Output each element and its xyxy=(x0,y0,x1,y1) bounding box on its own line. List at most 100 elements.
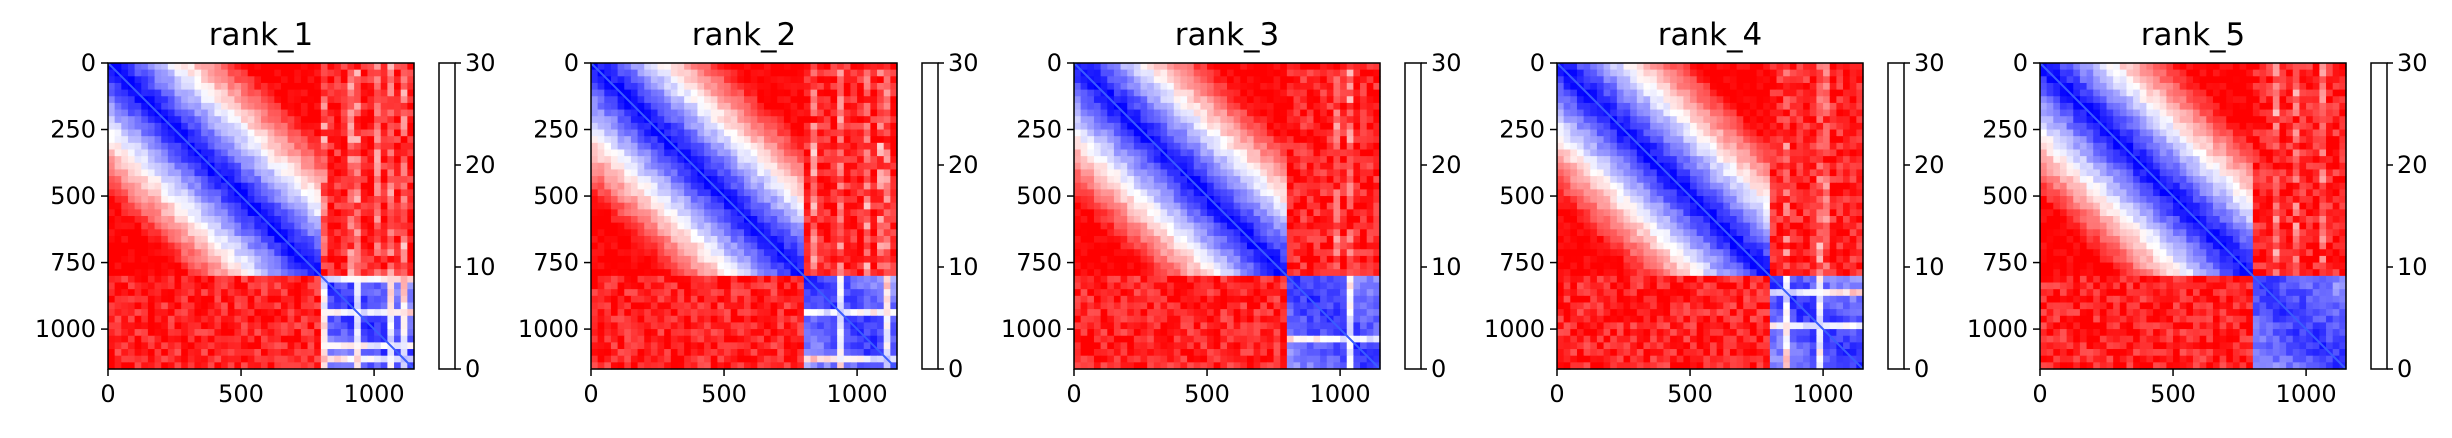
heatmap-cell xyxy=(181,96,189,104)
heatmap-cell xyxy=(334,182,342,190)
heatmap-cell xyxy=(1227,102,1235,111)
heatmap-cell xyxy=(843,242,852,250)
heatmap-cell xyxy=(704,162,712,171)
heatmap-cell xyxy=(690,209,699,217)
heatmap-cell xyxy=(187,295,196,304)
heatmap-cell xyxy=(690,169,699,177)
heatmap-cell xyxy=(380,176,388,184)
heatmap-cell xyxy=(1160,142,1168,151)
heatmap-cell xyxy=(387,142,395,151)
heatmap-cell xyxy=(850,295,858,304)
heatmap-cell xyxy=(1280,109,1288,117)
heatmap-cell xyxy=(300,216,309,224)
heatmap-cell xyxy=(684,209,692,217)
heatmap-cell xyxy=(314,229,322,237)
heatmap-cell xyxy=(597,315,605,324)
heatmap-cell xyxy=(267,116,275,124)
heatmap-cell xyxy=(241,229,249,237)
heatmap-cell xyxy=(763,182,772,190)
heatmap-cell xyxy=(823,122,832,131)
heatmap-cell xyxy=(637,162,645,171)
heatmap-cell xyxy=(241,329,249,337)
heatmap-cell xyxy=(610,282,619,290)
heatmap-cell xyxy=(1313,69,1321,77)
heatmap-cell xyxy=(610,342,619,350)
heatmap-cell xyxy=(1353,142,1361,151)
heatmap-cell xyxy=(334,322,342,330)
heatmap-cell xyxy=(783,116,792,124)
heatmap-cell xyxy=(1173,69,1182,77)
heatmap-cell xyxy=(380,69,388,77)
heatmap-cell xyxy=(147,82,156,91)
heatmap-cell xyxy=(1227,76,1235,84)
colorbar-tick-label: 0 xyxy=(465,355,480,383)
heatmap-cell xyxy=(870,335,878,343)
heatmap-cell xyxy=(677,76,685,84)
heatmap-cell xyxy=(670,249,679,257)
heatmap-cell xyxy=(604,216,612,224)
heatmap-cell xyxy=(127,196,136,204)
heatmap-cell xyxy=(810,275,818,284)
heatmap-cell xyxy=(803,342,812,350)
heatmap-cell xyxy=(261,176,269,184)
heatmap-cell xyxy=(320,229,329,237)
heatmap-cell xyxy=(1087,96,1095,104)
heatmap-cell xyxy=(167,275,176,284)
heatmap-cell xyxy=(704,295,712,304)
heatmap-cell xyxy=(114,322,122,330)
heatmap-cell xyxy=(777,142,785,151)
heatmap-cell xyxy=(637,63,645,71)
heatmap-cell xyxy=(883,96,891,104)
heatmap-cell xyxy=(287,229,295,237)
heatmap-cell xyxy=(1173,142,1182,151)
heatmap-cell xyxy=(108,196,116,204)
heatmap-cell xyxy=(201,82,209,91)
heatmap-cell xyxy=(690,82,699,91)
heatmap-cell xyxy=(147,295,156,304)
heatmap-cell xyxy=(367,355,375,363)
heatmap-cell xyxy=(797,315,805,324)
heatmap-cell xyxy=(830,89,838,97)
heatmap-cell xyxy=(1213,82,1221,91)
heatmap-cell xyxy=(227,255,235,264)
heatmap-cell xyxy=(267,102,275,111)
heatmap-cell xyxy=(181,169,189,177)
heatmap-cell xyxy=(1213,69,1221,77)
heatmap-cell xyxy=(241,342,249,350)
heatmap-cell xyxy=(360,96,369,104)
heatmap-cell xyxy=(604,156,612,164)
heatmap-cell xyxy=(737,96,745,104)
heatmap-cell xyxy=(194,262,202,270)
heatmap-cell xyxy=(757,122,765,131)
heatmap-cell xyxy=(294,349,302,357)
heatmap-cell xyxy=(737,289,745,297)
heatmap-cell xyxy=(650,136,659,144)
heatmap-cell xyxy=(1293,129,1301,137)
heatmap-cell xyxy=(1306,116,1315,124)
heatmap-cell xyxy=(717,329,725,337)
heatmap-cell xyxy=(617,169,625,177)
heatmap-cell xyxy=(294,69,302,77)
heatmap-cell xyxy=(797,176,805,184)
heatmap-cell xyxy=(750,169,758,177)
heatmap-cell xyxy=(207,189,216,197)
heatmap-cell xyxy=(797,142,805,151)
heatmap-cell xyxy=(830,109,838,117)
heatmap-cell xyxy=(797,169,805,177)
heatmap-cell xyxy=(314,255,322,264)
heatmap-cell xyxy=(823,222,832,230)
heatmap-cell xyxy=(1360,156,1368,164)
heatmap-cell xyxy=(394,275,402,284)
heatmap-cell xyxy=(1167,63,1175,71)
heatmap-cell xyxy=(1373,69,1381,77)
heatmap-cell xyxy=(1313,63,1321,71)
heatmap-cell xyxy=(1180,82,1188,91)
heatmap-cell xyxy=(154,229,162,237)
heatmap-cell xyxy=(650,129,659,137)
heatmap-cell xyxy=(280,129,289,137)
heatmap-cell xyxy=(221,69,229,77)
heatmap-cell xyxy=(187,216,196,224)
heatmap-cell xyxy=(837,289,845,297)
heatmap-cell xyxy=(1333,76,1341,84)
heatmap-cell xyxy=(823,82,832,91)
